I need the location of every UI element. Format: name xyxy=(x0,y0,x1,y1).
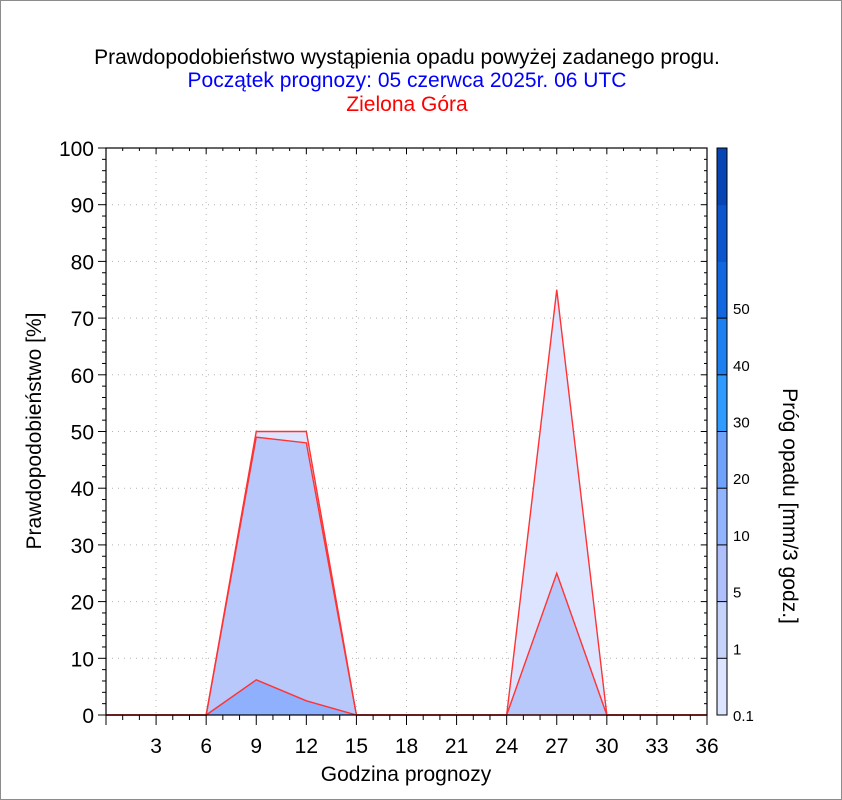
colorbar-tick-label: 50 xyxy=(733,301,750,318)
colorbar-segment xyxy=(717,261,727,319)
axis-ticks xyxy=(98,147,708,725)
colorbar-segment xyxy=(717,374,727,432)
y-axis-label: Prawdopodobieństwo [%] xyxy=(23,313,46,550)
y-tick-label: 20 xyxy=(71,592,94,615)
y-tick-label: 100 xyxy=(59,138,94,161)
chart-location: Zielona Góra xyxy=(346,93,468,116)
area-threshold-1 xyxy=(106,437,707,715)
colorbar-tick-label: 30 xyxy=(733,415,750,432)
y-tick-label: 10 xyxy=(71,648,94,671)
colorbar-tick-label: 5 xyxy=(733,585,741,602)
area-threshold-2 xyxy=(106,679,707,715)
y-tick-label: 90 xyxy=(71,195,94,218)
x-tick-label: 6 xyxy=(200,735,212,758)
colorbar-label: Próg opadu [mm/3 godz.] xyxy=(778,388,801,624)
y-tick-label: 60 xyxy=(71,365,94,388)
series-areas xyxy=(106,289,707,715)
x-tick-label: 24 xyxy=(495,735,519,758)
colorbar-tick-labels: 0.1 1 5 10 20 30 40 50 xyxy=(733,301,754,725)
y-tick-label: 0 xyxy=(82,705,94,728)
x-tick-label: 12 xyxy=(295,735,318,758)
colorbar-segment xyxy=(717,601,727,659)
colorbar-segment xyxy=(717,148,727,206)
grid-lines xyxy=(106,148,707,715)
colorbar-segment xyxy=(717,544,727,603)
colorbar-tick-label: 20 xyxy=(733,471,750,488)
x-tick-label: 27 xyxy=(545,735,568,758)
x-tick-label: 30 xyxy=(595,735,618,758)
colorbar-tick-label: 10 xyxy=(733,528,750,545)
colorbar-tick-label: 0.1 xyxy=(733,708,754,725)
x-tick-label: 21 xyxy=(445,735,468,758)
y-tick-label: 70 xyxy=(71,308,94,331)
y-tick-label: 30 xyxy=(71,535,94,558)
y-tick-label: 50 xyxy=(71,422,94,445)
x-tick-label: 15 xyxy=(345,735,368,758)
colorbar-segment xyxy=(717,658,727,716)
x-axis-label: Godzina prognozy xyxy=(321,763,492,786)
x-tick-label: 18 xyxy=(395,735,418,758)
colorbar-segment xyxy=(717,431,727,489)
chart-subtitle: Początek prognozy: 05 czerwca 2025r. 06 … xyxy=(188,69,627,92)
colorbar xyxy=(716,147,728,716)
x-tick-label: 36 xyxy=(695,735,718,758)
y-tick-label: 80 xyxy=(71,251,94,274)
x-tick-label: 3 xyxy=(150,735,162,758)
colorbar-segment xyxy=(717,488,727,546)
chart-title: Prawdopodobieństwo wystąpienia opadu pow… xyxy=(94,46,720,69)
colorbar-segment xyxy=(717,318,727,376)
x-tick-label: 33 xyxy=(645,735,668,758)
x-tick-labels: 3 6 9 12 15 18 21 24 27 30 33 36 xyxy=(150,735,718,758)
x-tick-label: 9 xyxy=(250,735,262,758)
colorbar-tick-label: 40 xyxy=(733,358,750,375)
y-tick-labels: 0 10 20 30 40 50 60 70 80 90 100 xyxy=(59,138,94,728)
y-tick-label: 40 xyxy=(71,478,94,501)
colorbar-segment xyxy=(717,204,727,262)
colorbar-tick-label: 1 xyxy=(733,641,741,658)
